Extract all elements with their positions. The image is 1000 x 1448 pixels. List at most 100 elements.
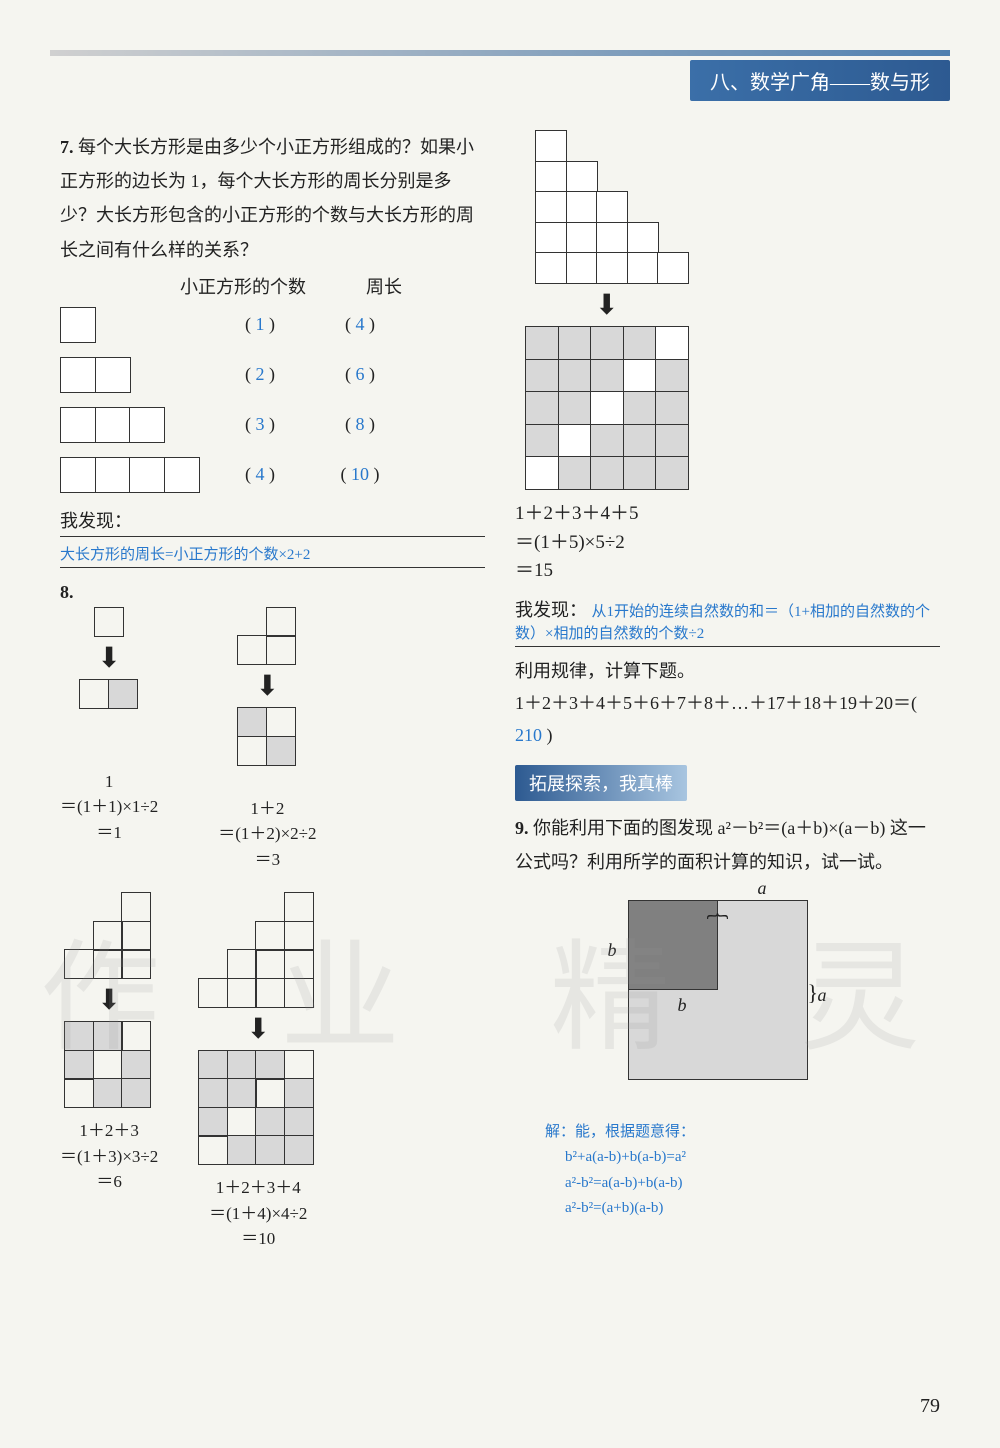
cell — [94, 607, 124, 637]
q7-body: 每个大长方形是由多少个小正方形组成的？如果小正方形的边长为 1，每个大长方形的周… — [60, 137, 474, 260]
q8-eq-3: 1＋2＋3 ＝(1＋3)×3÷2 ＝6 — [60, 1118, 158, 1195]
cell — [627, 222, 659, 254]
arrow-down-icon: ⬇ — [60, 983, 158, 1017]
cell-empty — [198, 892, 228, 922]
cell — [284, 892, 314, 922]
cell — [284, 921, 314, 951]
q7-finding-line: 我发现： — [60, 507, 485, 537]
q7-row-4: ( 4 ) ( 10 ) — [60, 457, 485, 493]
square — [95, 357, 131, 393]
q7-finding: 大长方形的周长=小正方形的个数×2+2 — [60, 543, 485, 568]
cell — [227, 1135, 257, 1165]
cell — [266, 607, 296, 637]
cell — [198, 1135, 228, 1165]
cell — [266, 635, 296, 665]
q9-body: 你能利用下面的图发现 a²－b²＝(a＋b)×(a－b) 这一公式吗？利用所学的… — [515, 818, 926, 872]
cell — [566, 191, 598, 223]
cell — [255, 1107, 285, 1137]
staircase-diagram — [535, 130, 940, 284]
cell — [237, 707, 267, 737]
cell — [284, 1050, 314, 1080]
q7-table-head: 小正方形的个数 周长 — [180, 273, 485, 299]
q9-text: 9. 你能利用下面的图发现 a²－b²＝(a＋b)×(a－b) 这一公式吗？利用… — [515, 811, 940, 879]
cell — [64, 949, 94, 979]
q7-count-2: ( 2 ) — [210, 364, 310, 385]
cell — [535, 191, 567, 223]
left-column: 7. 每个大长方形是由多少个小正方形组成的？如果小正方形的边长为 1，每个大长方… — [60, 130, 485, 1252]
q8-apply-label: 利用规律，计算下题。 — [515, 657, 940, 683]
cell — [227, 949, 257, 979]
q9-label-b-bottom: b — [678, 995, 687, 1016]
cell — [255, 1078, 285, 1108]
cell — [627, 252, 659, 284]
cell — [284, 1078, 314, 1108]
arrow-down-icon: ⬇ — [218, 669, 316, 703]
cell — [121, 892, 151, 922]
q8-eq-2: 1＋2 ＝(1＋2)×2÷2 ＝3 — [218, 796, 316, 873]
cell — [64, 1021, 94, 1051]
cell — [121, 1078, 151, 1108]
cell — [198, 1050, 228, 1080]
cell — [93, 949, 123, 979]
cell-empty — [237, 607, 267, 637]
cell — [284, 978, 314, 1008]
q8-pair-1: ⬇ 1 ＝(1＋1)×1÷2 ＝1 ⬇ 1＋ — [60, 607, 485, 873]
cell-empty — [64, 892, 94, 922]
cell — [121, 949, 151, 979]
cell — [121, 1050, 151, 1080]
staircase-eq: 1＋2＋3＋4＋5 ＝(1＋5)×5÷2 ＝15 — [515, 500, 940, 586]
cell — [64, 1078, 94, 1108]
big-grid-5x5 — [525, 326, 940, 490]
cell-empty — [198, 921, 228, 951]
cell — [535, 130, 567, 162]
cell — [255, 1050, 285, 1080]
cell — [284, 1107, 314, 1137]
arrow-down-icon: ⬇ — [60, 641, 158, 675]
cell — [227, 1107, 257, 1137]
arrow-down-icon: ⬇ — [595, 288, 940, 322]
q7-count-3: ( 3 ) — [210, 414, 310, 435]
cell — [198, 1107, 228, 1137]
cell — [227, 1078, 257, 1108]
cell — [284, 949, 314, 979]
page-content: 7. 每个大长方形是由多少个小正方形组成的？如果小正方形的边长为 1，每个大长方… — [60, 130, 940, 1252]
q8-pair-2: ⬇ 1＋2＋3 ＝(1＋3)×3÷2 ＝6 — [60, 892, 485, 1252]
q7-text: 7. 每个大长方形是由多少个小正方形组成的？如果小正方形的边长为 1，每个大长方… — [60, 130, 485, 267]
q7-col1-head: 小正方形的个数 — [180, 273, 306, 299]
q8-num: 8. — [60, 582, 74, 602]
cell — [227, 978, 257, 1008]
cell — [93, 1050, 123, 1080]
q7-perim-1: ( 4 ) — [310, 314, 410, 335]
square — [164, 457, 200, 493]
cell — [566, 222, 598, 254]
q7-count-4: ( 4 ) — [210, 464, 310, 485]
header-decor-line — [50, 50, 950, 56]
q8-finding-row: 我发现： 从1开始的连续自然数的和＝（1+相加的自然数的个数）×相加的自然数的个… — [515, 596, 940, 647]
cell — [535, 252, 567, 284]
cell — [108, 679, 138, 709]
brace-top: ︷ — [628, 892, 808, 924]
chapter-header: 八、数学广角——数与形 — [690, 60, 950, 101]
q8-apply-expr: 1＋2＋3＋4＋5＋6＋7＋8＋…＋17＋18＋19＋20＝( 210 ) — [515, 687, 940, 752]
square — [60, 307, 96, 343]
cell — [535, 161, 567, 193]
cell — [237, 736, 267, 766]
q9-solution: 解：能，根据题意得： b²+a(a-b)+b(a-b)=a² a²-b²=a(a… — [545, 1120, 940, 1222]
cell-empty — [227, 892, 257, 922]
cell — [566, 161, 598, 193]
cell-empty — [227, 921, 257, 951]
q7-row-2: ( 2 ) ( 6 ) — [60, 357, 485, 393]
q7-row-1: ( 1 ) ( 4 ) — [60, 307, 485, 343]
q9-label-b-left: b — [608, 940, 617, 961]
cell — [227, 1050, 257, 1080]
cell — [93, 921, 123, 951]
brace-right: } — [808, 980, 819, 1006]
cell — [121, 1021, 151, 1051]
square — [95, 407, 131, 443]
cell — [255, 949, 285, 979]
cell — [266, 707, 296, 737]
q9-diagram: a b b a ︷ } — [628, 900, 828, 1100]
section-badge: 拓展探索，我真棒 — [515, 765, 687, 801]
cell — [64, 1050, 94, 1080]
q8-eq-1: 1 ＝(1＋1)×1÷2 ＝1 — [60, 769, 158, 846]
